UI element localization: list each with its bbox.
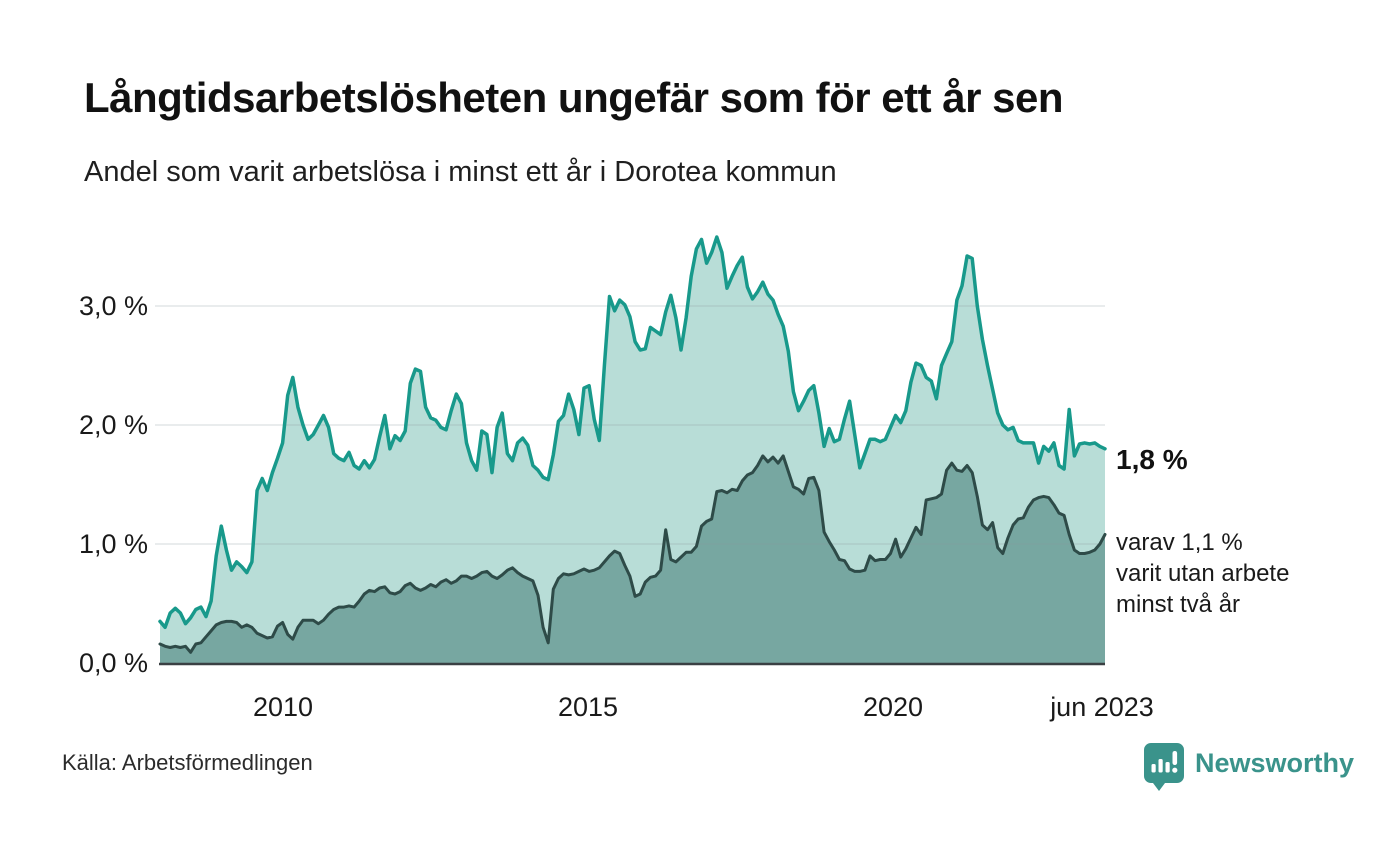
y-tick-label-0: 0,0 % — [78, 648, 148, 678]
two-year-note: varav 1,1 % varit utan arbete minst två … — [1116, 527, 1386, 620]
source-caption: Källa: Arbetsförmedlingen — [62, 750, 313, 775]
latest-value-label: 1,8 % — [1116, 444, 1188, 475]
two-year-note-line: minst två år — [1116, 591, 1241, 618]
x-tick-label-2020: 2020 — [862, 692, 924, 722]
chart-subtitle: Andel som varit arbetslösa i minst ett å… — [84, 156, 837, 188]
x-tick-label-jun-2023: jun 2023 — [1050, 692, 1154, 722]
two-year-note-line: varav 1,1 % — [1116, 529, 1243, 556]
y-tick-label-2: 2,0 % — [78, 410, 148, 440]
page-title: Långtidsarbetslösheten ungefär som för e… — [84, 74, 1064, 121]
newsworthy-brand: Newsworthy — [1143, 742, 1354, 792]
brand-name: Newsworthy — [1195, 748, 1355, 778]
x-tick-label-2015: 2015 — [557, 692, 619, 722]
y-tick-label-1: 1,0 % — [78, 529, 148, 559]
x-tick-label-2010: 2010 — [252, 692, 314, 722]
two-year-note-line: varit utan arbete — [1116, 560, 1290, 587]
y-tick-label-3: 3,0 % — [78, 291, 148, 321]
newsworthy-logo-icon — [1143, 742, 1185, 792]
